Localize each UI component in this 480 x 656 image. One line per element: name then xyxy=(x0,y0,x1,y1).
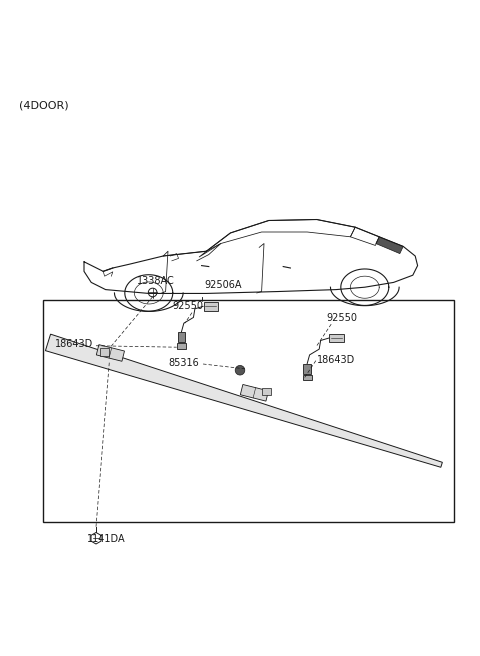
Text: 18643D: 18643D xyxy=(55,339,94,349)
Text: 92550: 92550 xyxy=(326,313,358,323)
Polygon shape xyxy=(96,344,124,361)
Polygon shape xyxy=(46,334,443,467)
Bar xyxy=(262,388,271,395)
Polygon shape xyxy=(240,384,268,401)
Bar xyxy=(303,375,312,380)
Text: 92506A: 92506A xyxy=(204,279,241,289)
Polygon shape xyxy=(376,237,403,254)
Bar xyxy=(204,302,218,311)
Bar xyxy=(43,300,454,522)
Text: 1338AC: 1338AC xyxy=(137,276,175,286)
Text: 92550: 92550 xyxy=(173,300,204,311)
Bar xyxy=(178,332,185,342)
Text: 18643D: 18643D xyxy=(317,355,355,365)
Text: (4DOOR): (4DOOR) xyxy=(19,100,69,110)
Bar xyxy=(177,343,186,348)
Bar xyxy=(303,363,311,374)
Bar xyxy=(100,348,109,356)
Text: 85316: 85316 xyxy=(168,358,199,368)
Bar xyxy=(329,334,344,342)
Text: 1141DA: 1141DA xyxy=(87,534,126,544)
Circle shape xyxy=(235,365,245,375)
